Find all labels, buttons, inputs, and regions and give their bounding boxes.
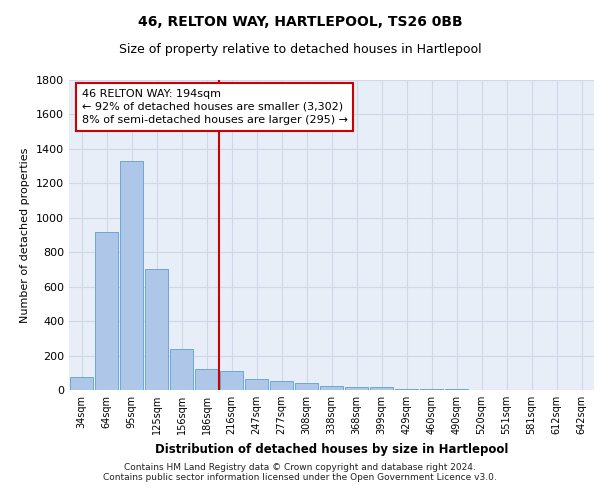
Bar (170, 348, 193, 390)
Bar (145, 270, 169, 390)
Bar (344, 386, 368, 390)
Bar (269, 380, 293, 390)
Bar (95, 232, 118, 390)
Bar (320, 386, 343, 390)
Bar (445, 389, 469, 390)
Bar (419, 389, 443, 390)
Bar (220, 371, 244, 390)
Bar (245, 379, 268, 390)
Bar (194, 370, 218, 390)
Bar (370, 386, 394, 390)
Bar (295, 383, 319, 390)
Bar (119, 161, 143, 390)
Text: 46, RELTON WAY, HARTLEPOOL, TS26 0BB: 46, RELTON WAY, HARTLEPOOL, TS26 0BB (137, 15, 463, 29)
Text: Size of property relative to detached houses in Hartlepool: Size of property relative to detached ho… (119, 42, 481, 56)
Bar (395, 389, 418, 390)
X-axis label: Distribution of detached houses by size in Hartlepool: Distribution of detached houses by size … (155, 442, 508, 456)
Text: 46 RELTON WAY: 194sqm
← 92% of detached houses are smaller (3,302)
8% of semi-de: 46 RELTON WAY: 194sqm ← 92% of detached … (82, 88, 348, 125)
Text: Contains HM Land Registry data © Crown copyright and database right 2024.
Contai: Contains HM Land Registry data © Crown c… (103, 463, 497, 482)
Y-axis label: Number of detached properties: Number of detached properties (20, 148, 31, 322)
Bar (70, 377, 94, 390)
